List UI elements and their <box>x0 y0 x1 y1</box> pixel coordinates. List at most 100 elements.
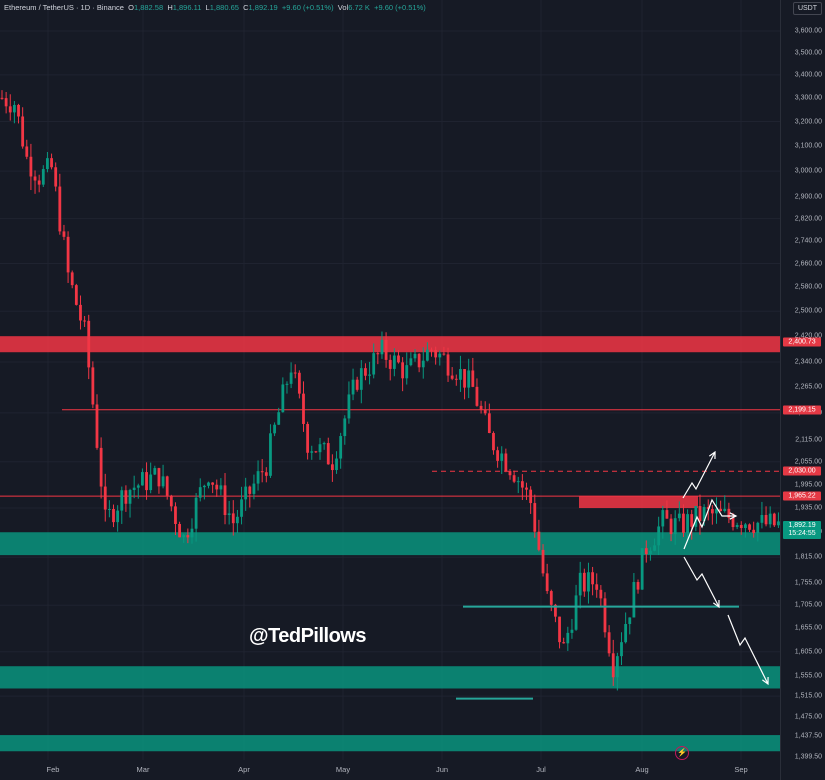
candle-body <box>520 481 524 488</box>
candle-body <box>50 158 53 168</box>
candle-body <box>545 573 549 592</box>
price-tick: 1,815.00 <box>794 553 822 561</box>
candle-body <box>397 355 400 363</box>
support-zone <box>0 735 780 752</box>
candle-body <box>223 485 227 516</box>
candle-body <box>669 518 673 535</box>
candle-body <box>8 106 12 113</box>
candle-body <box>58 186 62 232</box>
price-tick: 3,000.00 <box>794 167 822 175</box>
candle-body <box>310 451 314 453</box>
price-tick: 2,820.00 <box>794 215 822 223</box>
candle-body <box>615 656 619 678</box>
price-label: 2,030.00 <box>783 466 821 476</box>
price-tick: 2,115.00 <box>795 436 822 444</box>
candle-body <box>46 158 49 170</box>
candle-body <box>79 304 82 321</box>
candle-body <box>62 231 66 237</box>
candle-body <box>777 521 780 526</box>
candle-body <box>500 453 504 461</box>
time-tick: Aug <box>635 765 649 774</box>
currency-button[interactable]: USDT <box>792 2 822 15</box>
candle-body <box>657 526 661 546</box>
candle-body <box>533 503 537 532</box>
price-tick: 3,400.00 <box>794 71 822 79</box>
close-value: 1,892.19 <box>248 3 278 12</box>
candle-body <box>698 506 702 522</box>
candle-body <box>211 482 215 485</box>
price-tick: 2,500.00 <box>794 307 822 315</box>
time-tick: Mar <box>136 765 150 774</box>
candle-body <box>194 497 198 529</box>
candle-body <box>190 528 194 538</box>
candle-body <box>95 404 99 448</box>
projection-arrow-down <box>683 556 720 608</box>
symbol-title[interactable]: Ethereum / TetherUS · 1D · Binance <box>4 3 124 12</box>
candle-body <box>739 524 743 529</box>
candle-body <box>735 524 739 528</box>
time-axis[interactable]: Feb Mar Apr May Jun Jul Aug Sep <box>0 760 780 780</box>
candle-body <box>136 485 140 488</box>
candle-body <box>694 506 698 527</box>
price-tick: 1,935.00 <box>794 504 822 512</box>
candle-body <box>240 499 243 517</box>
candle-body <box>359 368 363 390</box>
candle-body <box>33 176 37 181</box>
price-tick: 2,055.00 <box>794 458 822 466</box>
candle-body <box>529 489 533 504</box>
candle-body <box>70 272 74 286</box>
candle-body <box>446 354 450 376</box>
candle-body <box>297 372 301 394</box>
author-watermark: @TedPillows <box>249 625 366 647</box>
close-key: C <box>243 3 249 12</box>
candle-body <box>25 146 29 157</box>
candle-body <box>87 320 91 368</box>
candle-body <box>165 476 169 496</box>
candle-body <box>99 447 103 487</box>
price-tick: 2,900.00 <box>794 193 822 201</box>
candle-body <box>91 367 95 405</box>
candle-body <box>161 476 165 487</box>
candle-body <box>347 394 351 419</box>
projection-arrow-up <box>682 451 716 499</box>
candle-body <box>459 369 462 380</box>
candle-body <box>463 369 466 388</box>
candle-body <box>405 365 409 379</box>
candle-body <box>719 508 723 512</box>
candle-body <box>326 443 330 465</box>
candle-body <box>41 169 45 185</box>
time-tick: Jul <box>536 765 546 774</box>
projection-arrow-sideways-head <box>729 512 738 520</box>
candle-body <box>331 464 334 471</box>
candle-body <box>285 383 289 385</box>
candle-body <box>487 413 491 434</box>
projection-arrow-down-2 <box>727 614 769 685</box>
candle-body <box>591 572 594 585</box>
candle-body <box>603 598 607 633</box>
candle-body <box>496 450 499 461</box>
chart-area[interactable]: Ethereum / TetherUS · 1D · Binance O1,88… <box>0 0 780 760</box>
candle-body <box>318 444 322 453</box>
price-chart[interactable] <box>0 0 780 760</box>
lightning-icon[interactable]: ⚡ <box>675 746 689 760</box>
candle-body <box>430 349 433 351</box>
candle-body <box>401 362 405 379</box>
candle-body <box>723 508 727 512</box>
price-tick: 2,340.00 <box>794 358 822 366</box>
candle-body <box>582 572 586 592</box>
candle-body <box>314 451 318 453</box>
candle-body <box>149 474 153 491</box>
candle-body <box>768 513 772 525</box>
price-axis[interactable]: USDT 3,600.00 3,500.00 3,400.00 3,300.00 3,2… <box>780 0 825 780</box>
price-tick: 1,605.00 <box>794 648 822 656</box>
candle-body <box>492 433 495 451</box>
candle-body <box>322 443 326 445</box>
candle-body <box>256 471 260 484</box>
price-tick: 2,740.00 <box>794 237 822 245</box>
candle-body <box>202 485 206 488</box>
projection-arrow-sideways <box>683 498 736 550</box>
candle-body <box>132 487 136 491</box>
resistance-zone <box>0 336 780 353</box>
candle-body <box>153 468 157 475</box>
candle-body <box>124 490 128 504</box>
